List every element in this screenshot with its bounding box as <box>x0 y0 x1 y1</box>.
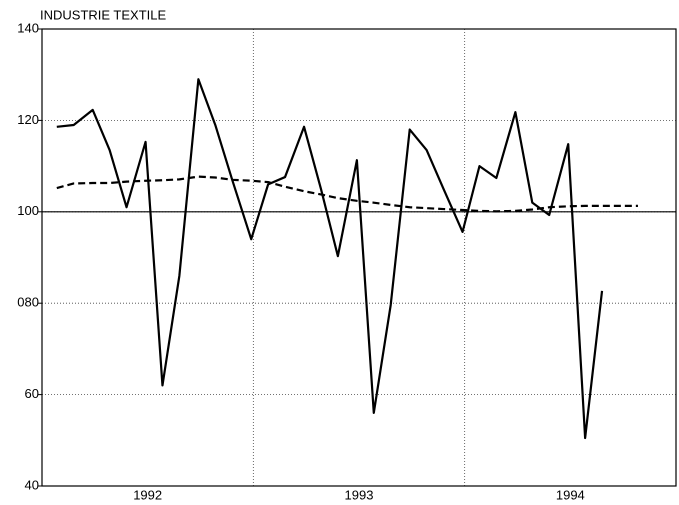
chart-title: INDUSTRIE TEXTILE <box>40 7 167 22</box>
x-tick-label: 1993 <box>345 487 374 502</box>
x-tick-label: 1994 <box>556 487 585 502</box>
plot-frame <box>41 28 677 487</box>
y-tick-label: 40 <box>25 477 39 492</box>
y-tick-label: 120 <box>17 112 39 127</box>
y-tick-label: 140 <box>17 20 39 35</box>
y-tick-label: 60 <box>25 386 39 401</box>
x-tick-label: 1992 <box>133 487 162 502</box>
y-tick-label: 080 <box>17 295 39 310</box>
y-tick-label: 100 <box>17 203 39 218</box>
data-line <box>56 175 638 213</box>
data-line <box>56 78 604 440</box>
